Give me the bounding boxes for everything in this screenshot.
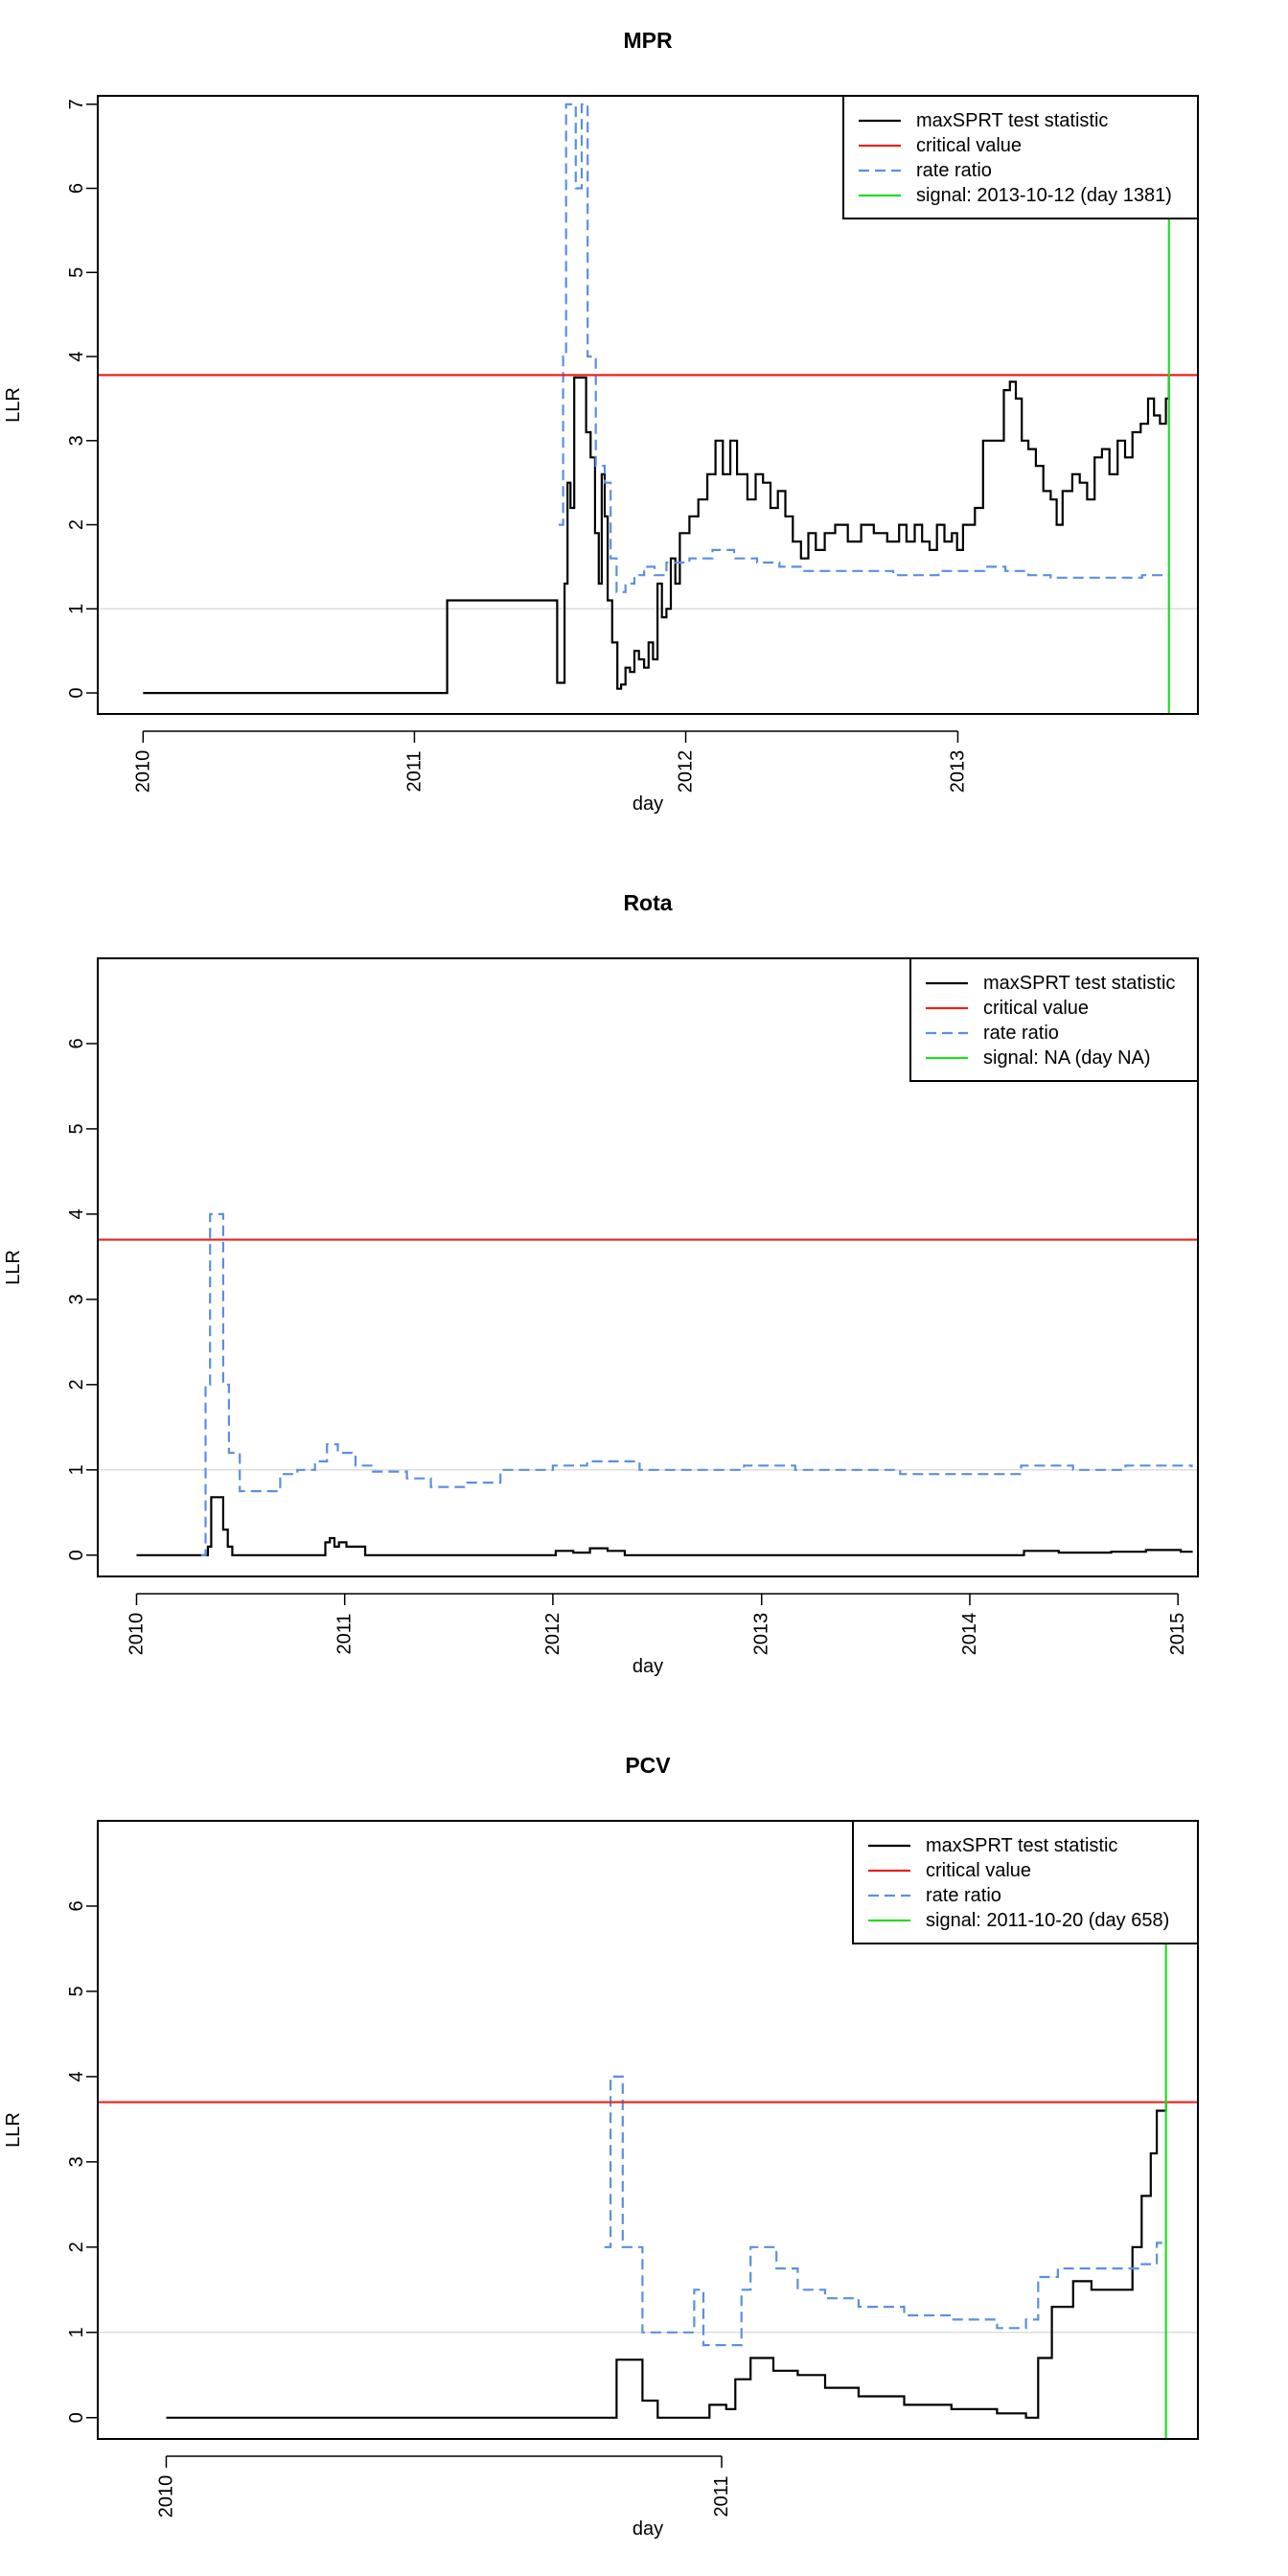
chart-2-y-tick-label: 0 <box>66 2412 87 2423</box>
chart-0-x-tick-label: 2011 <box>403 750 425 792</box>
chart-1-title: Rota <box>623 890 672 915</box>
chart-2-y-tick-label: 2 <box>66 2242 87 2252</box>
chart-2-y-tick-label: 3 <box>66 2156 87 2167</box>
chart-2-x-axis-label: day <box>632 2518 663 2540</box>
chart-0-y-axis-label: LLR <box>3 387 24 423</box>
chart-0-legend-item: signal: 2013-10-12 (day 1381) <box>916 185 1172 206</box>
chart-0-series-maxsprt-statistic <box>143 375 1170 695</box>
chart-1-legend-box <box>909 957 1199 1082</box>
chart-2-series-rate-ratio <box>604 2075 1166 2347</box>
chart-1-x-tick-label: 2015 <box>1167 1613 1188 1656</box>
chart-2-legend-item: signal: 2011-10-20 (day 658) <box>926 1910 1169 1931</box>
chart-0-y-tick-label: 7 <box>66 99 87 109</box>
chart-0-y-tick-label: 4 <box>66 351 87 361</box>
chart-2-legend-item: rate ratio <box>926 1885 1001 1906</box>
chart-1-x-tick-label: 2013 <box>751 1613 772 1656</box>
chart-2-legend-box <box>852 1820 1199 1944</box>
chart-0-legend-item: critical value <box>916 135 1022 156</box>
chart-0-y-tick-label: 5 <box>66 267 87 278</box>
chart-1-series-maxsprt-statistic <box>136 1496 1193 1556</box>
chart-2-legend-item: critical value <box>926 1860 1031 1881</box>
chart-1-x-axis-label: day <box>632 1656 663 1677</box>
chart-panel-mpr: MPR 0 1 2 3 4 5 6 7 LLR 2010 2011 2012 2013 day maxSPRT… <box>3 28 1199 815</box>
chart-2-y-axis-label: LLR <box>3 2112 24 2148</box>
chart-1-series-rate-ratio <box>200 1212 1193 1556</box>
chart-2-legend: maxSPRT test statistic critical value rate… <box>852 1820 1199 1944</box>
chart-2-y-tick-label: 1 <box>66 2327 87 2337</box>
chart-0-x-tick-label: 2012 <box>676 750 697 794</box>
chart-2-series-maxsprt-statistic <box>166 2102 1167 2419</box>
chart-0-y-tick-label: 3 <box>66 435 87 446</box>
chart-2-y-tick-label: 4 <box>66 2071 87 2082</box>
chart-2-x-tick-label: 2011 <box>711 2475 732 2517</box>
chart-0-series-rate-ratio <box>558 103 1170 593</box>
chart-1-x-tick-label: 2014 <box>959 1613 980 1656</box>
chart-1-y-tick-label: 5 <box>66 1123 87 1134</box>
chart-0-y-tick-label: 1 <box>66 604 87 614</box>
chart-1-legend: maxSPRT test statistic critical value rate… <box>909 957 1199 1082</box>
chart-0-x-axis-label: day <box>632 794 663 815</box>
chart-1-x-tick-label: 2010 <box>126 1613 147 1656</box>
chart-0-y-tick-label: 0 <box>66 687 87 698</box>
chart-1-y-tick-label: 0 <box>66 1550 87 1560</box>
chart-1-y-tick-label: 2 <box>66 1379 87 1390</box>
chart-1-legend-item: critical value <box>983 998 1089 1019</box>
chart-panel-pcv: PCV 0 1 2 3 4 5 6 LLR 2010 2011 day maxSPRT test sta… <box>3 1753 1199 2540</box>
chart-0-x-tick-label: 2010 <box>132 750 153 794</box>
chart-2-y-tick-label: 6 <box>66 1900 87 1911</box>
chart-2-x-tick-label: 2010 <box>155 2475 176 2518</box>
chart-1-x-tick-label: 2012 <box>542 1613 564 1656</box>
chart-1-legend-item: signal: NA (day NA) <box>983 1047 1151 1069</box>
chart-0-legend-item: maxSPRT test statistic <box>916 110 1108 131</box>
chart-1-y-tick-label: 3 <box>66 1294 87 1304</box>
chart-1-legend-item: rate ratio <box>983 1023 1059 1044</box>
chart-1-x-tick-label: 2011 <box>334 1613 356 1654</box>
chart-0-legend-item: rate ratio <box>916 160 992 181</box>
chart-0-legend-box <box>842 95 1199 219</box>
chart-panel-rota: Rota 0 1 2 3 4 5 6 LLR 2010 2011 2012 2013 2014 2015 da… <box>3 890 1199 1677</box>
chart-0-y-tick-label: 2 <box>66 519 87 530</box>
chart-1-y-tick-label: 4 <box>66 1208 87 1219</box>
chart-1-legend-item: maxSPRT test statistic <box>983 973 1175 994</box>
chart-0-x-tick-label: 2013 <box>947 750 968 794</box>
chart-2-title: PCV <box>625 1753 671 1778</box>
chart-1-y-axis-label: LLR <box>3 1250 24 1285</box>
chart-1-y-tick-label: 6 <box>66 1038 87 1048</box>
chart-1-plot-area <box>98 1212 1198 1556</box>
chart-2-y-tick-label: 5 <box>66 1986 87 1996</box>
chart-0-legend: maxSPRT test statistic critical value rate… <box>842 95 1199 219</box>
chart-2-legend-item: maxSPRT test statistic <box>926 1835 1117 1856</box>
chart-0-y-tick-label: 6 <box>66 183 87 194</box>
chart-0-title: MPR <box>623 28 673 53</box>
chart-1-y-tick-label: 1 <box>66 1464 87 1475</box>
